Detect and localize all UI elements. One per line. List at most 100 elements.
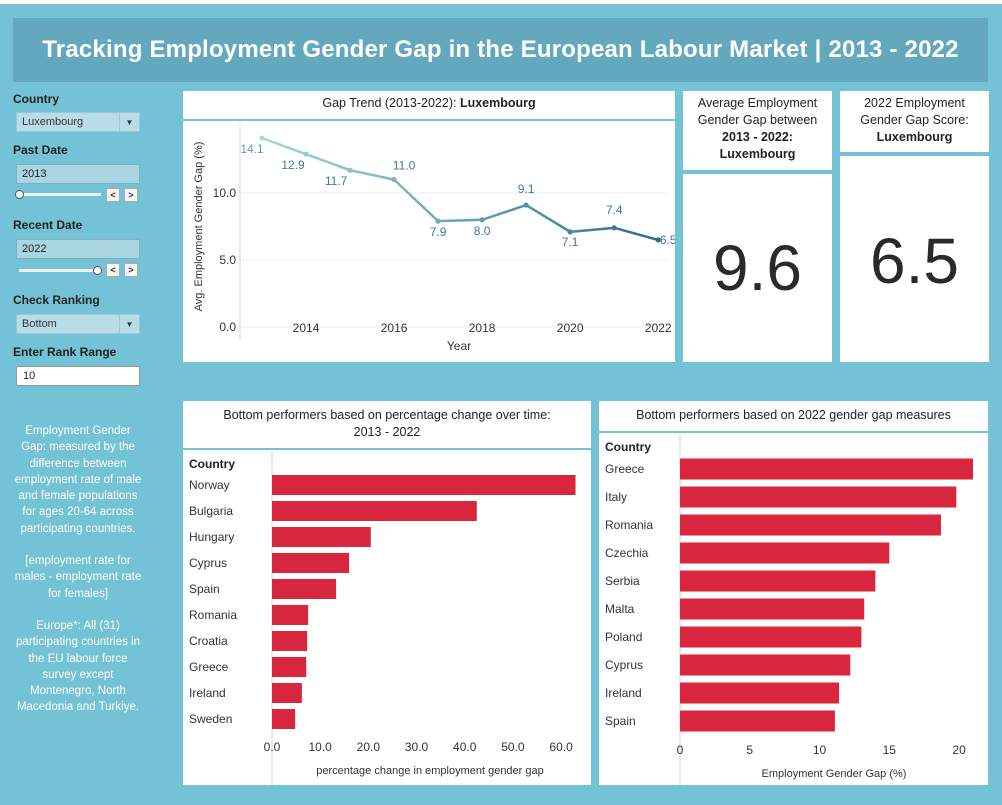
bar[interactable]: [272, 579, 337, 599]
x-tick-label: 50.0: [501, 740, 525, 754]
past-date-next-button[interactable]: >: [124, 188, 138, 202]
rank-range-input[interactable]: 10: [16, 366, 140, 386]
bar-chart-row-header: Country: [605, 440, 651, 454]
change-bar-title-line: Bottom performers based on percentage ch…: [223, 408, 551, 422]
chevron-down-icon[interactable]: ▼: [119, 315, 139, 333]
country-select[interactable]: Luxembourg ▼: [16, 112, 140, 132]
x-tick-label: 10.0: [309, 740, 333, 754]
bar-category-label: Italy: [605, 490, 627, 504]
past-date-slider[interactable]: [19, 193, 101, 196]
bar-category-label: Norway: [189, 478, 230, 492]
bar[interactable]: [680, 486, 957, 508]
y-tick-label: 5.0: [219, 253, 236, 267]
past-date-label: Past Date: [13, 143, 68, 157]
x-tick-label: 2018: [469, 321, 496, 335]
bar[interactable]: [680, 710, 835, 732]
country-select-value: Luxembourg: [22, 116, 84, 128]
bar-category-label: Malta: [605, 602, 635, 616]
avg-gap-kpi-value: 9.6: [713, 232, 802, 304]
bar[interactable]: [272, 657, 307, 677]
bar[interactable]: [272, 683, 302, 703]
note-definition: Employment Gender Gap: measured by the d…: [14, 425, 142, 535]
past-date-prev-button[interactable]: <: [106, 188, 120, 202]
chevron-down-icon[interactable]: ▼: [119, 113, 139, 131]
bar[interactable]: [272, 631, 308, 651]
recent-date-next-button[interactable]: >: [124, 263, 138, 277]
bar-category-label: Greece: [189, 660, 229, 674]
recent-date-slider[interactable]: [19, 269, 101, 272]
gap-2022-bar-chart[interactable]: Country Greece Italy Romania Czechia Serbia Ma…: [599, 434, 988, 785]
trend-point[interactable]: [611, 225, 617, 231]
bar[interactable]: [680, 682, 840, 704]
panel-divider: [183, 448, 591, 450]
ranking-label: Check Ranking: [13, 293, 100, 307]
trend-data-label: 8.0: [474, 224, 491, 238]
bar-category-label: Romania: [189, 608, 237, 622]
y-axis-title: Avg. Employment Gender Gap (%): [193, 142, 205, 312]
bar-category-label: Cyprus: [605, 658, 643, 672]
bar[interactable]: [272, 475, 576, 495]
past-date-slider-handle[interactable]: [15, 190, 24, 199]
note-formula: [employment rate for males - employment …: [14, 555, 142, 600]
panel-divider: [183, 119, 675, 121]
bar[interactable]: [272, 553, 350, 573]
bar-category-label: Hungary: [189, 530, 234, 544]
gap-trend-chart[interactable]: 0.0 5.0 10.0 2014 2016 2018 2020 2022 Year Avg. E…: [183, 122, 675, 362]
trend-point[interactable]: [435, 218, 441, 224]
x-axis-title: Year: [447, 339, 471, 353]
gap-2022-bar-panel: Bottom performers based on 2022 gender g…: [599, 401, 988, 785]
gap-2022-kpi-title: 2022 Employment Gender Gap Score: Luxemb…: [840, 95, 989, 146]
gap-2022-kpi-title-line: 2022 Employment: [864, 96, 965, 110]
change-bar-chart[interactable]: Country Norway Bulgaria Hungary Cyprus Spain R…: [183, 451, 591, 785]
bar-chart-row-header: Country: [189, 457, 235, 471]
bar[interactable]: [680, 514, 941, 536]
ranking-select-value: Bottom: [22, 318, 57, 330]
bar[interactable]: [680, 542, 890, 564]
past-date-input[interactable]: 2013: [16, 164, 140, 184]
avg-gap-kpi-title-line: Gender Gap between: [697, 113, 818, 127]
x-tick-label: 2016: [381, 321, 408, 335]
x-tick-label: 60.0: [549, 740, 573, 754]
ranking-select[interactable]: Bottom ▼: [16, 314, 140, 334]
bar[interactable]: [680, 570, 876, 592]
recent-date-slider-handle[interactable]: [93, 266, 102, 275]
recent-date-prev-button[interactable]: <: [106, 263, 120, 277]
bar[interactable]: [272, 605, 309, 625]
bar[interactable]: [680, 458, 974, 480]
bar[interactable]: [680, 598, 865, 620]
bar[interactable]: [272, 709, 296, 729]
trend-point[interactable]: [523, 202, 529, 208]
bar-category-label: Ireland: [189, 686, 226, 700]
change-bar-title-line: 2013 - 2022: [353, 425, 421, 439]
bar-category-label: Cyprus: [189, 556, 227, 570]
trend-point[interactable]: [303, 151, 309, 157]
bar[interactable]: [272, 527, 371, 547]
y-tick-label: 0.0: [219, 320, 236, 334]
dashboard-banner: Tracking Employment Gender Gap in the Eu…: [13, 18, 988, 82]
trend-point[interactable]: [347, 167, 353, 173]
trend-point[interactable]: [655, 237, 661, 243]
bar-category-label: Romania: [605, 518, 653, 532]
trend-point[interactable]: [479, 217, 485, 223]
country-filter-label: Country: [13, 92, 59, 106]
x-tick-label: 30.0: [405, 740, 429, 754]
bar[interactable]: [272, 501, 477, 521]
panel-divider: [840, 152, 989, 156]
recent-date-input[interactable]: 2022: [16, 239, 140, 259]
bar-category-label: Croatia: [189, 634, 228, 648]
x-axis-title: percentage change in employment gender g…: [316, 765, 544, 777]
trend-data-label: 7.1: [562, 235, 579, 249]
y-tick-label: 10.0: [213, 186, 237, 200]
bar-category-label: Spain: [189, 582, 220, 596]
rank-range-label: Enter Rank Range: [13, 345, 117, 359]
trend-point[interactable]: [567, 229, 573, 235]
trend-data-label: 12.9: [281, 158, 305, 172]
bar[interactable]: [680, 654, 851, 676]
change-bar-panel: Bottom performers based on percentage ch…: [183, 401, 591, 785]
gap-trend-title-prefix: Gap Trend (2013-2022):: [322, 96, 460, 110]
bar-category-label: Czechia: [605, 546, 649, 560]
bar[interactable]: [680, 626, 862, 648]
trend-point[interactable]: [259, 135, 265, 141]
x-axis-title: Employment Gender Gap (%): [762, 768, 907, 780]
trend-point[interactable]: [391, 177, 397, 183]
